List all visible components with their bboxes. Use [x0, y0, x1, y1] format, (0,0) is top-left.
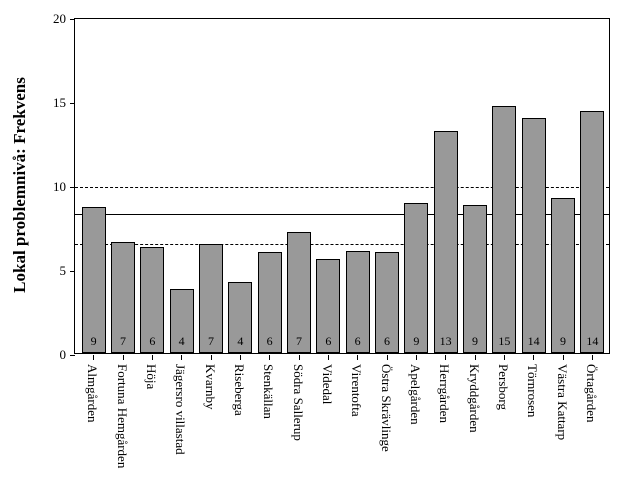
bar: 4 — [170, 289, 194, 353]
bar-badge: 13 — [440, 334, 452, 349]
bar: 9 — [551, 198, 575, 353]
x-tick — [328, 355, 329, 360]
bar: 9 — [404, 203, 428, 353]
bar-badge: 9 — [91, 334, 97, 349]
bar: 13 — [434, 131, 458, 353]
x-tick — [416, 355, 417, 360]
bar: 9 — [463, 205, 487, 353]
x-tick — [240, 355, 241, 360]
bar: 9 — [82, 207, 106, 353]
bar: 4 — [228, 282, 252, 353]
x-tick — [533, 355, 534, 360]
bar-badge: 9 — [472, 334, 478, 349]
x-tick-label: Höja — [143, 364, 159, 389]
x-tick-label: Kryddgården — [466, 364, 482, 433]
x-tick-label: Fortuna Hemgården — [114, 364, 130, 468]
bar-badge: 6 — [267, 334, 273, 349]
x-tick — [123, 355, 124, 360]
bar-badge: 14 — [586, 334, 598, 349]
bar: 6 — [316, 259, 340, 353]
plot-area: 051015209Almgården7Fortuna Hemgården6Höj… — [74, 18, 610, 354]
x-tick-label: Stenkällan — [260, 364, 276, 419]
bar-badge: 9 — [560, 334, 566, 349]
y-tick-label: 0 — [36, 347, 66, 363]
x-tick — [299, 355, 300, 360]
bar-badge: 15 — [498, 334, 510, 349]
x-tick-label: Apelgården — [407, 364, 423, 425]
bar-badge: 7 — [120, 334, 126, 349]
x-tick — [93, 355, 94, 360]
x-tick — [445, 355, 446, 360]
x-tick-label: Herrgården — [436, 364, 452, 423]
bar: 7 — [287, 232, 311, 353]
bar: 14 — [580, 111, 604, 353]
x-tick — [152, 355, 153, 360]
x-tick — [269, 355, 270, 360]
x-tick-label: Södra Sallerup — [290, 364, 306, 441]
x-tick — [592, 355, 593, 360]
bar-badge: 6 — [149, 334, 155, 349]
y-tick — [70, 19, 75, 20]
y-axis-title: Lokal problemnivå: Frekvens — [10, 77, 30, 293]
bar-badge: 6 — [325, 334, 331, 349]
x-tick-label: Virentofta — [348, 364, 364, 417]
y-tick — [70, 355, 75, 356]
bar: 6 — [258, 252, 282, 353]
y-tick — [70, 103, 75, 104]
bar: 6 — [375, 252, 399, 353]
x-tick — [563, 355, 564, 360]
x-tick-label: Kvarnby — [202, 364, 218, 410]
x-tick-label: Västra Kattarp — [554, 364, 570, 440]
bar: 14 — [522, 118, 546, 353]
x-tick-label: Persborg — [495, 364, 511, 410]
x-tick — [181, 355, 182, 360]
bar: 7 — [111, 242, 135, 353]
x-tick — [211, 355, 212, 360]
bar-badge: 14 — [528, 334, 540, 349]
x-tick-label: Jägersro villastad — [172, 364, 188, 455]
x-tick — [387, 355, 388, 360]
bar: 7 — [199, 244, 223, 353]
bar-badge: 9 — [413, 334, 419, 349]
bar: 6 — [346, 251, 370, 353]
x-tick-label: Östra Skrävlinge — [378, 364, 394, 452]
bar-badge: 7 — [208, 334, 214, 349]
chart-frame: Lokal problemnivå: Frekvens 051015209Alm… — [0, 0, 626, 501]
x-tick-label: Riseberga — [231, 364, 247, 416]
y-axis-title-container: Lokal problemnivå: Frekvens — [6, 0, 34, 370]
y-tick-label: 10 — [36, 179, 66, 195]
y-tick-label: 5 — [36, 263, 66, 279]
y-tick — [70, 271, 75, 272]
bar: 15 — [492, 106, 516, 353]
x-tick-label: Almgården — [84, 364, 100, 422]
bar: 6 — [140, 247, 164, 353]
x-tick — [357, 355, 358, 360]
bar-badge: 4 — [237, 334, 243, 349]
x-tick-label: Örtagården — [583, 364, 599, 422]
y-tick-label: 20 — [36, 11, 66, 27]
x-tick — [504, 355, 505, 360]
bar-badge: 4 — [179, 334, 185, 349]
x-tick-label: Törnrosen — [524, 364, 540, 417]
x-tick-label: Videdal — [319, 364, 335, 404]
bar-badge: 7 — [296, 334, 302, 349]
y-tick-label: 15 — [36, 95, 66, 111]
bar-badge: 6 — [384, 334, 390, 349]
bar-badge: 6 — [355, 334, 361, 349]
x-tick — [475, 355, 476, 360]
